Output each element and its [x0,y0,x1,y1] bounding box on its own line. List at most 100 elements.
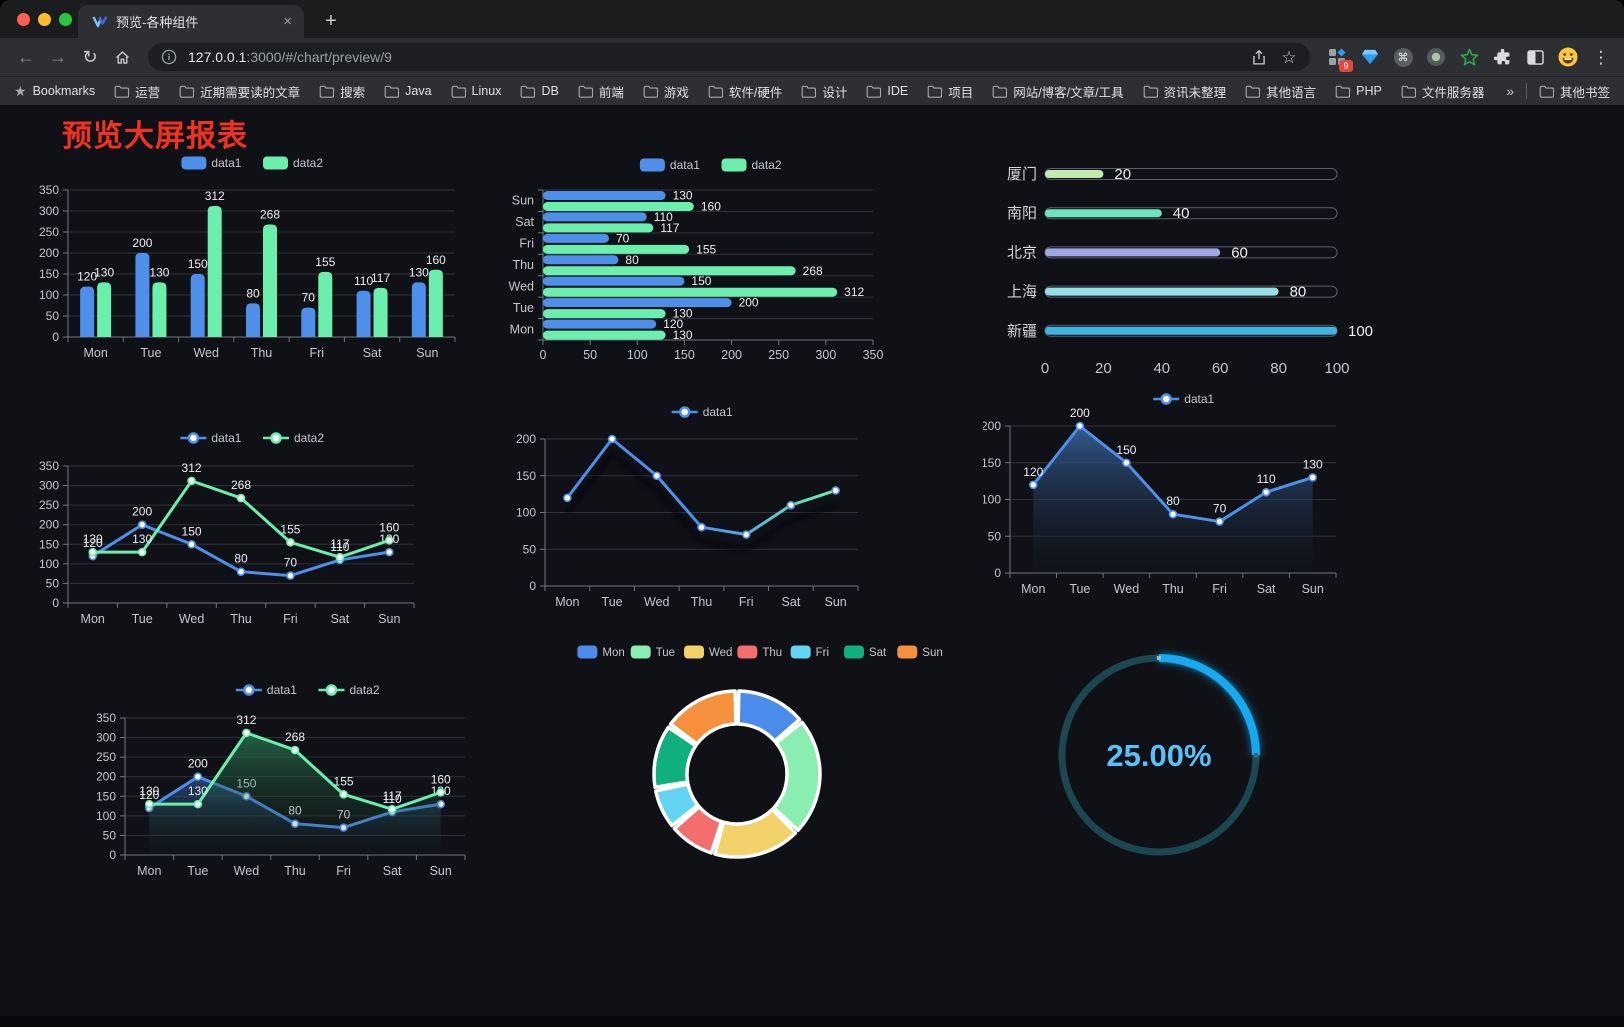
url-text[interactable]: 127.0.0.1:3000/#/chart/preview/9 [188,49,1240,65]
bookmark-folder[interactable]: 网站/博客/文章/工具 [992,82,1124,101]
bookmark-folder[interactable]: 资讯未整理 [1143,82,1226,101]
pie-slice[interactable] [668,689,738,746]
data-point[interactable] [1028,480,1038,490]
bar[interactable] [207,205,222,337]
data-point[interactable] [1308,473,1318,482]
data-point[interactable] [187,539,196,549]
chart-line-gradient[interactable]: 0 50 100 150 200 Mon Tue Wed Thu Fri Sat Sun data1 [503,397,905,615]
bar[interactable] [543,244,690,254]
browser-tab[interactable]: 预览-各种组件 × [78,5,304,38]
data-point[interactable] [187,476,196,486]
data-point[interactable] [384,536,394,545]
bookmark-folder[interactable]: PHP [1335,84,1382,98]
data-point[interactable] [335,552,345,562]
bar[interactable] [428,269,443,337]
data-point[interactable] [652,471,662,481]
pie-slice[interactable] [713,807,798,859]
home-button[interactable] [108,43,136,71]
bar[interactable] [543,255,619,265]
chart-canvas-line-dual[interactable]: 0 50 100 150 200 250 300 350 Mon Tue Wed Thu Fri Sat S… [38,416,470,644]
chart-canvas-grouped-bar[interactable]: 0 50 100 150 200 250 300 350 Mon Tue Wed Thu Fri Sat S… [38,140,470,368]
data-point[interactable] [286,571,295,580]
share-button[interactable] [1248,46,1270,68]
data-point[interactable] [831,486,840,495]
progress-fill[interactable] [1045,326,1337,335]
reload-button[interactable]: ↻ [82,46,98,67]
legend-item[interactable]: Sat [843,645,887,660]
data-point[interactable] [290,745,300,755]
legend-item[interactable]: data2 [263,156,323,170]
tab-manager-extension-icon[interactable]: 9 [1326,46,1353,72]
forward-button[interactable]: → [49,46,67,67]
bar[interactable] [97,282,112,337]
data-point[interactable] [144,799,154,809]
bar[interactable] [190,274,205,337]
legend-item[interactable]: Sun [897,645,943,660]
pie-slice[interactable] [652,725,698,789]
chart-canvas-line-gradient[interactable]: 0 50 100 150 200 Mon Tue Wed Thu Fri Sat Sun data1 [503,397,905,615]
chart-percent-gauge[interactable]: 25.00% [1033,629,1285,881]
data-point[interactable] [236,567,246,576]
bookmark-folder[interactable]: 项目 [927,82,973,101]
data-point[interactable] [339,790,348,799]
legend-item[interactable]: data1 [235,683,297,697]
other-bookmarks-folder[interactable]: 其他书签 [1539,82,1610,101]
progress-fill[interactable] [1045,170,1104,178]
data-point[interactable] [193,772,203,782]
bar[interactable] [543,202,694,211]
bar[interactable] [543,276,685,286]
chart-canvas-percent-gauge[interactable]: 25.00% [1033,629,1285,881]
bookmark-folder[interactable]: 设计 [801,82,847,101]
chart-week-donut[interactable]: Mon Tue Wed Thu Fri Sat Sun [552,633,967,938]
bar[interactable] [543,319,657,329]
legend-item[interactable]: data1 [671,405,733,419]
data-point[interactable] [286,538,295,547]
data-point[interactable] [242,728,251,738]
chart-city-progress[interactable]: 厦门 20 南阳 40 北京 60 上海 80 新疆 100 0 20 40 60 80 100 [985,149,1385,387]
data-point[interactable] [563,493,572,503]
bar[interactable] [246,303,260,337]
progress-fill[interactable] [1045,287,1279,296]
bookmark-folder[interactable]: 其他语言 [1245,82,1316,101]
data-point[interactable] [387,804,397,814]
legend-item[interactable]: Mon [577,645,625,660]
legend-item[interactable]: data1 [181,156,242,170]
address-bar[interactable]: 127.0.0.1:3000/#/chart/preview/9 ☆ [148,43,1310,71]
bar[interactable] [543,191,666,200]
legend-item[interactable]: Thu [737,645,782,660]
bar[interactable] [411,282,426,337]
bar[interactable] [543,212,647,222]
bar[interactable] [543,298,732,308]
data-point[interactable] [88,547,98,557]
bookmark-folder[interactable]: 游戏 [643,82,689,101]
data-point[interactable] [697,522,706,532]
data-point[interactable] [1122,458,1131,468]
bar[interactable] [318,271,333,337]
data-point[interactable] [1215,517,1224,526]
bar[interactable] [543,309,666,319]
chart-horizontal-bar[interactable]: 0 50 100 150 200 250 300 350 Sun 130 160 Sat 110 117 F… [500,140,925,368]
chart-area-dual[interactable]: 0 50 100 150 200 250 300 350 Mon Tue Wed Thu Fri Sat S… [96,667,522,893]
bookmark-star-button[interactable]: ☆ [1281,47,1297,67]
bookmark-folder[interactable]: DB [520,84,559,98]
bar[interactable] [373,287,388,337]
bookmarks-manager-item[interactable]: ★ Bookmarks [14,83,95,100]
data-point[interactable] [193,799,203,809]
close-window-button[interactable] [17,13,30,26]
pie-slice[interactable] [772,720,822,832]
recorder-extension-icon[interactable] [1425,46,1447,68]
data-point[interactable] [236,493,246,503]
pie-slice[interactable] [672,805,724,855]
bar[interactable] [135,253,150,337]
split-screen-extension-icon[interactable] [1524,46,1546,68]
bookmark-folder[interactable]: IDE [866,84,908,98]
bookmark-folder[interactable]: Linux [451,84,501,98]
bar[interactable] [80,286,95,337]
bar[interactable] [263,224,277,337]
progress-fill[interactable] [1045,248,1221,257]
bookmark-folder[interactable]: 前端 [578,82,624,101]
legend-item[interactable]: data2 [263,431,324,445]
bookmark-folder[interactable]: 运营 [114,82,160,101]
site-info-icon[interactable] [158,46,180,68]
